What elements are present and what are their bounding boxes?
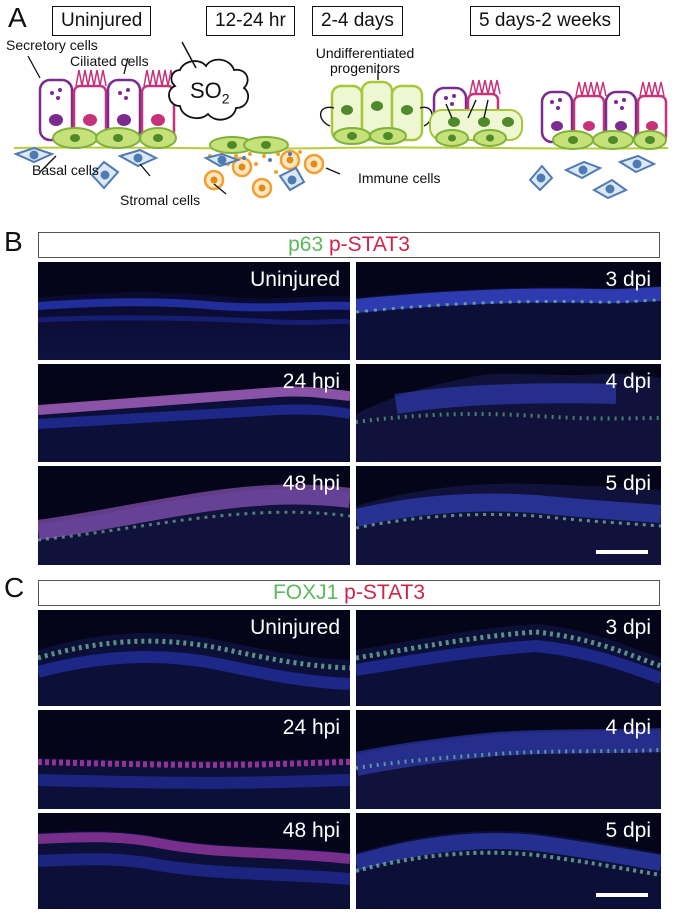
micrograph-label: 4 dpi [605, 716, 651, 739]
stage-12-24-hr: 12-24 hr [206, 6, 295, 36]
label-stromal-cells: Stromal cells [120, 192, 201, 208]
label-arrows [27, 55, 341, 195]
progenitor-epithelium [320, 70, 433, 145]
micrograph-c-4dpi: 4 dpi [356, 710, 661, 809]
injured-epithelium [209, 136, 289, 154]
label-basal-cells: Basal cells [32, 162, 99, 178]
micrograph-c-5dpi: 5 dpi [356, 813, 661, 909]
label-undifferentiated-progenitors: Undifferentiated progenitors [315, 45, 415, 77]
restored-epithelium [540, 81, 668, 150]
micrograph-label: 24 hpi [282, 370, 340, 393]
legend-p-stat3: p-STAT3 [328, 233, 410, 256]
micrograph-label: 48 hpi [282, 819, 340, 842]
label-so2: SO2 [190, 78, 230, 107]
micrograph-c-uninjured: Uninjured [38, 610, 350, 706]
panel-b-letter: B [4, 226, 23, 257]
micrograph-b-48hpi: 48 hpi [38, 466, 350, 565]
scale-bar [596, 550, 648, 554]
micrograph-label: Uninjured [250, 268, 340, 291]
micrograph-label: 24 hpi [282, 716, 340, 739]
micrograph-c-24hpi: 24 hpi [38, 710, 350, 809]
micrograph-b-uninjured: Uninjured [38, 262, 350, 360]
stage-uninjured: Uninjured [52, 6, 152, 36]
micrograph-b-3dpi: 3 dpi [356, 262, 661, 360]
micrograph-c-48hpi: 48 hpi [38, 813, 350, 909]
stage-2-4-days: 2-4 days [312, 6, 403, 36]
micrograph-label: 5 dpi [605, 819, 651, 842]
uninjured-epithelium [38, 69, 177, 149]
micrograph-label: 48 hpi [282, 472, 340, 495]
stromal-cells-middle [203, 152, 306, 192]
label-secretory-cells: Secretory cells [6, 37, 98, 53]
stromal-cells-left [13, 146, 159, 190]
panel-a-letter: A [8, 2, 27, 33]
panel-a-schematic [13, 41, 669, 200]
micrograph-label: 3 dpi [605, 268, 651, 291]
panel-b-stain-legend: p63 p-STAT3 [38, 232, 660, 258]
stromal-cells-right [528, 154, 657, 200]
micrograph-c-3dpi: 3 dpi [356, 610, 661, 706]
micrograph-label: 4 dpi [605, 370, 651, 393]
so2-cloud [168, 41, 250, 121]
panel-c-stain-legend: FOXJ1 p-STAT3 [38, 580, 660, 606]
micrograph-label: Uninjured [250, 616, 340, 639]
legend-p63: p63 [288, 233, 324, 256]
micrograph-label: 3 dpi [605, 616, 651, 639]
micrograph-b-24hpi: 24 hpi [38, 364, 350, 462]
micrograph-label: 5 dpi [605, 472, 651, 495]
differentiating-epithelium [429, 79, 523, 147]
legend-p-stat3: p-STAT3 [344, 581, 426, 604]
stage-5-days-2-weeks: 5 days-2 weeks [470, 6, 621, 36]
label-ciliated-cells: Ciliated cells [70, 53, 149, 69]
label-immune-cells: Immune cells [358, 170, 441, 186]
legend-foxj1: FOXJ1 [272, 581, 339, 604]
micrograph-b-5dpi: 5 dpi [356, 466, 661, 565]
scale-bar [596, 893, 648, 897]
micrograph-b-4dpi: 4 dpi [356, 364, 661, 462]
panel-c-letter: C [4, 572, 25, 603]
